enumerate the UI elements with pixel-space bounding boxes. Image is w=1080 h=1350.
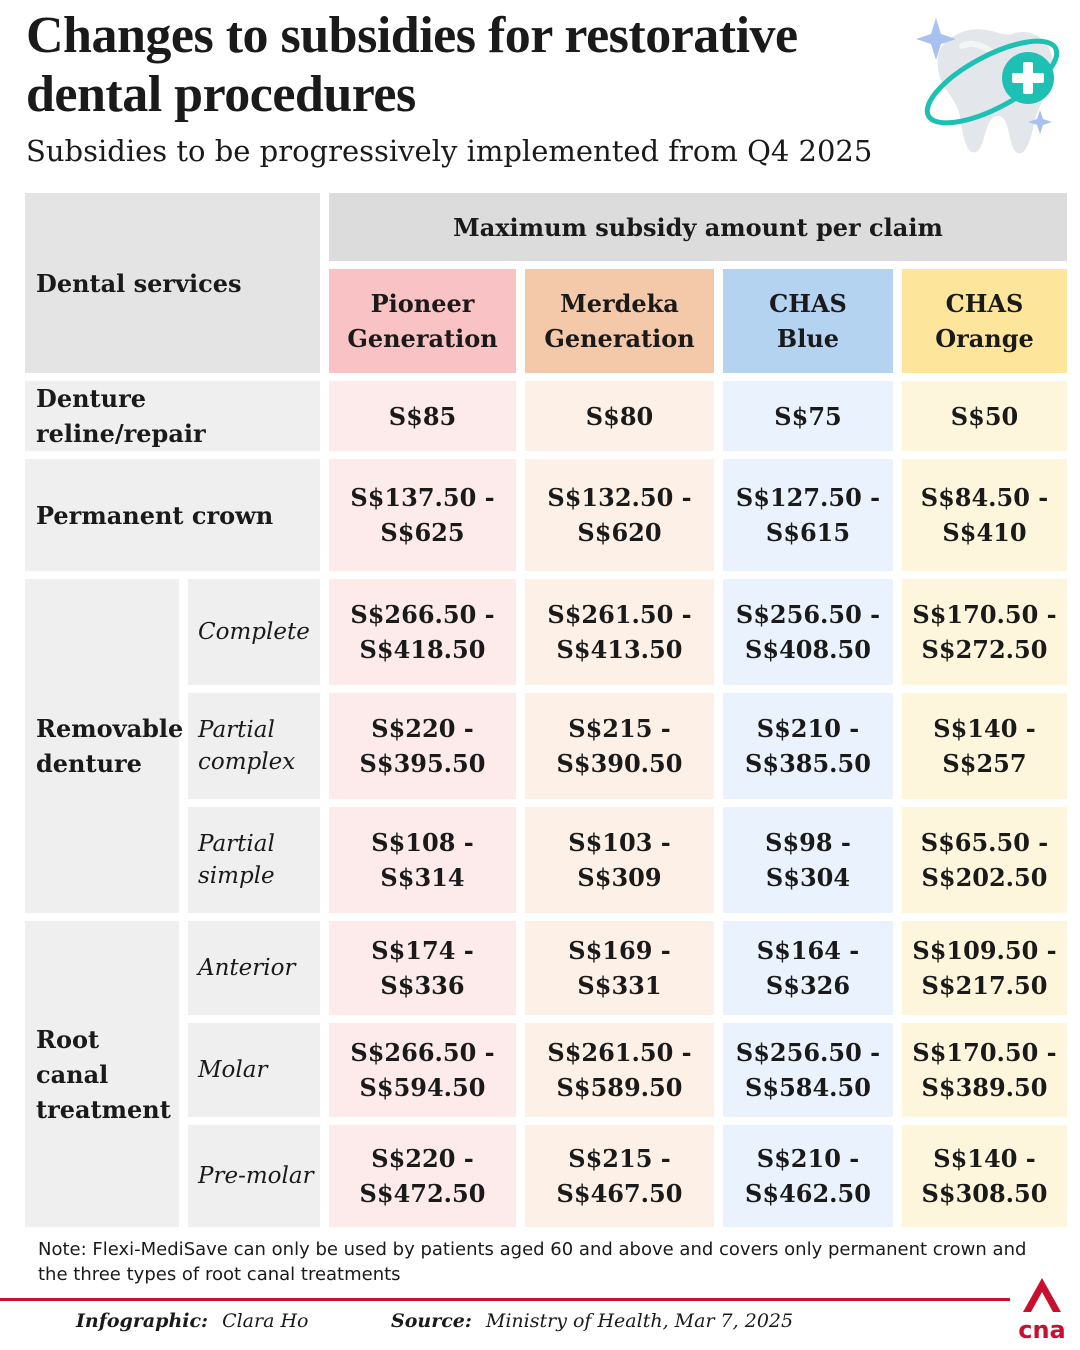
column-header-pioneer: Pioneer Generation [329,269,516,373]
table-cell: S$220 - S$472.50 [329,1125,516,1227]
row-label-denture-reline: Denture reline/repair [25,381,320,451]
table-cell: S$174 - S$336 [329,921,516,1015]
footer-divider [0,1298,1010,1301]
table-cell: S$140 - S$308.50 [902,1125,1067,1227]
footnote: Note: Flexi-MediSave can only be used by… [38,1239,1027,1285]
row-label-anterior: Anterior [188,921,320,1015]
service-header: Dental services [25,193,320,373]
table-cell: S$210 - S$462.50 [723,1125,893,1227]
credit-infographic-label: Infographic: [76,1310,209,1332]
max-subsidy-header: Maximum subsidy amount per claim [329,193,1067,261]
credit-infographic-value: Clara Ho [222,1310,309,1332]
row-label-complete: Complete [188,579,320,685]
row-label-molar: Molar [188,1023,320,1117]
table-cell: S$109.50 - S$217.50 [902,921,1067,1015]
plus-icon [1002,52,1054,104]
row-label-pre-molar: Pre-molar [188,1125,320,1227]
table-cell: S$98 - S$304 [723,807,893,913]
table-cell: S$127.50 - S$615 [723,459,893,571]
table-cell: S$266.50 - S$418.50 [329,579,516,685]
table-cell: S$169 - S$331 [525,921,714,1015]
credit-source-label: Source: [391,1310,472,1332]
credit-source-value: Ministry of Health, Mar 7, 2025 [485,1310,794,1332]
table-cell: S$261.50 - S$413.50 [525,579,714,685]
table-cell: S$140 - S$257 [902,693,1067,799]
subsidy-table: Dental services Maximum subsidy amount p… [25,193,1067,1227]
table-cell: S$65.50 - S$202.50 [902,807,1067,913]
table-cell: S$132.50 - S$620 [525,459,714,571]
row-label-partial-simple: Partial simple [188,807,320,913]
cna-logo-icon: cna [1018,1278,1066,1342]
page-subtitle: Subsidies to be progressively implemente… [26,134,873,168]
credit-infographic: Infographic: Clara Ho [76,1310,308,1332]
table-cell: S$215 - S$467.50 [525,1125,714,1227]
table-cell: S$84.50 - S$410 [902,459,1067,571]
table-cell: S$256.50 - S$408.50 [723,579,893,685]
cna-logo-text: cna [1018,1316,1066,1342]
group-label-root-canal: Root canal treatment [25,921,179,1227]
table-cell: S$170.50 - S$389.50 [902,1023,1067,1117]
page-title: Changes to subsidies for restorative den… [26,7,798,123]
table-cell: S$103 - S$309 [525,807,714,913]
table-cell: S$50 [902,381,1067,451]
sparkle-icon [1028,110,1052,134]
sparkle-icon [916,18,956,60]
table-cell: S$137.50 - S$625 [329,459,516,571]
column-header-chas-blue: CHAS Blue [723,269,893,373]
table-cell: S$108 - S$314 [329,807,516,913]
table-cell: S$164 - S$326 [723,921,893,1015]
column-header-merdeka: Merdeka Generation [525,269,714,373]
table-cell: S$256.50 - S$584.50 [723,1023,893,1117]
table-cell: S$170.50 - S$272.50 [902,579,1067,685]
table-cell: S$75 [723,381,893,451]
credit-source: Source: Ministry of Health, Mar 7, 2025 [391,1310,793,1332]
column-header-chas-orange: CHAS Orange [902,269,1067,373]
group-label-removable-denture: Removable denture [25,579,183,913]
table-cell: S$220 - S$395.50 [329,693,516,799]
table-cell: S$80 [525,381,714,451]
table-cell: S$261.50 - S$589.50 [525,1023,714,1117]
tooth-icon [916,18,1060,154]
row-label-partial-complex: Partial complex [188,693,320,799]
table-cell: S$266.50 - S$594.50 [329,1023,516,1117]
row-label-permanent-crown: Permanent crown [25,459,320,571]
table-cell: S$85 [329,381,516,451]
table-cell: S$210 - S$385.50 [723,693,893,799]
table-cell: S$215 - S$390.50 [525,693,714,799]
